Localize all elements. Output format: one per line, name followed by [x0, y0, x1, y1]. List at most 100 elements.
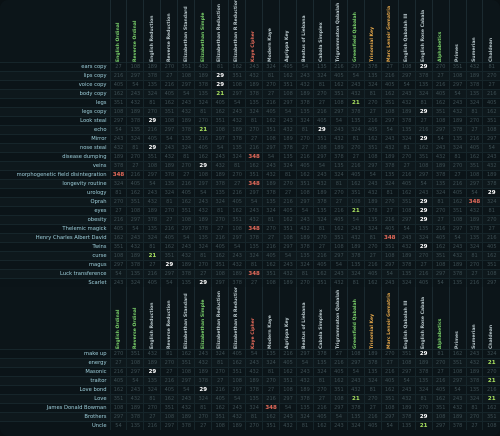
value-cell[interactable]: 54 — [262, 152, 280, 162]
value-cell[interactable]: 162 — [363, 134, 382, 144]
value-cell[interactable]: 324 — [380, 179, 399, 189]
value-cell[interactable]: 378 — [482, 179, 500, 189]
value-cell[interactable]: 162 — [262, 116, 280, 126]
value-cell[interactable]: 432 — [228, 116, 246, 126]
value-cell[interactable]: 432 — [296, 224, 314, 234]
value-cell[interactable]: 216 — [296, 152, 314, 162]
value-cell[interactable]: 432 — [448, 403, 467, 413]
value-cell[interactable]: 378 — [448, 125, 467, 135]
value-cell[interactable]: 351 — [211, 116, 229, 126]
cipher-header-mid-12[interactable]: Cabala Simplex — [312, 287, 331, 350]
row-phrase-label[interactable]: disease dumping — [0, 152, 111, 162]
value-cell[interactable]: 162 — [329, 80, 348, 90]
value-cell[interactable]: 27 — [262, 89, 280, 99]
value-cell[interactable]: 216 — [363, 260, 382, 270]
value-cell[interactable]: 297 — [431, 421, 450, 430]
value-cell[interactable]: 351 — [448, 358, 467, 368]
value-cell[interactable]: 21 — [346, 394, 365, 404]
value-cell[interactable]: 378 — [296, 98, 314, 108]
value-cell[interactable]: 29 — [194, 278, 212, 287]
cipher-header-top-14[interactable]: Greenfield Qabalah — [346, 0, 365, 63]
value-cell[interactable]: 108 — [126, 62, 144, 72]
value-cell[interactable]: 189 — [397, 251, 416, 261]
value-cell[interactable]: 324 — [296, 116, 314, 126]
value-cell[interactable]: 189 — [143, 62, 161, 72]
value-cell[interactable]: 351 — [211, 412, 229, 422]
value-cell[interactable]: 378 — [126, 116, 144, 126]
value-cell[interactable]: 216 — [279, 349, 297, 359]
value-cell[interactable]: 27 — [346, 152, 365, 162]
row-phrase-label[interactable]: Mirror — [0, 134, 111, 144]
table-row[interactable]: voice copy 405 54 135 216 297 378 29 108 189 270 35… — [0, 80, 500, 90]
cipher-header-mid-14[interactable]: Greenfield Qabalah — [346, 287, 365, 350]
value-cell[interactable]: 324 — [414, 233, 433, 243]
value-cell[interactable]: 162 — [448, 197, 467, 207]
cipher-header-top-7[interactable]: Elizabethan R Reduction — [228, 0, 246, 63]
value-cell[interactable]: 81 — [245, 116, 263, 126]
value-cell[interactable]: 162 — [177, 197, 195, 207]
cipher-header-mid-13[interactable]: Trigrammaton Qabalah — [329, 287, 348, 350]
value-cell[interactable]: 189 — [194, 71, 212, 81]
value-cell[interactable]: 432 — [296, 376, 314, 386]
value-cell[interactable]: 351 — [346, 188, 365, 198]
value-cell[interactable]: 189 — [194, 367, 212, 377]
value-cell[interactable]: 162 — [109, 233, 127, 243]
value-cell[interactable]: 216 — [329, 358, 348, 368]
table-row[interactable]: Mirror 243 324 405 54 135 216 297 378 27 108 189 270… — [0, 134, 500, 144]
value-cell[interactable]: 54 — [245, 197, 263, 207]
value-cell[interactable]: 27 — [482, 224, 500, 234]
value-cell[interactable]: 405 — [262, 251, 280, 261]
value-cell[interactable]: 432 — [346, 89, 365, 99]
value-cell[interactable]: 405 — [312, 412, 331, 422]
value-cell[interactable]: 135 — [329, 161, 348, 171]
value-cell[interactable]: 324 — [194, 242, 212, 252]
value-cell[interactable]: 405 — [363, 421, 382, 430]
value-cell[interactable]: 432 — [279, 421, 297, 430]
value-cell[interactable]: 297 — [109, 412, 127, 422]
value-cell[interactable]: 189 — [397, 403, 416, 413]
value-cell[interactable]: 432 — [363, 188, 382, 198]
value-cell[interactable]: 324 — [414, 385, 433, 395]
value-cell[interactable]: 270 — [346, 143, 365, 153]
value-cell[interactable]: 162 — [448, 349, 467, 359]
value-cell[interactable]: 297 — [279, 242, 297, 252]
table-row[interactable]: echo 54 135 216 297 378 21 108 189 270 351 432 81 29 2… — [0, 125, 500, 135]
value-cell[interactable]: 29 — [414, 107, 433, 117]
value-cell[interactable]: 243 — [279, 412, 297, 422]
value-cell[interactable]: 405 — [143, 278, 161, 287]
value-cell[interactable]: 351 — [228, 71, 246, 81]
value-cell[interactable]: 54 — [448, 385, 467, 395]
value-cell[interactable]: 405 — [380, 224, 399, 234]
value-cell[interactable]: 351 — [397, 197, 416, 207]
value-cell[interactable]: 27 — [363, 107, 382, 117]
value-cell[interactable]: 189 — [177, 116, 195, 126]
value-cell[interactable]: 243 — [431, 143, 450, 153]
value-cell[interactable]: 108 — [177, 215, 195, 225]
value-cell[interactable]: 405 — [431, 385, 450, 395]
value-cell[interactable]: 81 — [397, 143, 416, 153]
value-cell[interactable]: 270 — [160, 206, 178, 216]
value-cell[interactable]: 81 — [482, 62, 500, 72]
value-cell[interactable]: 405 — [160, 89, 178, 99]
value-cell[interactable]: 27 — [160, 215, 178, 225]
value-cell[interactable]: 81 — [211, 62, 229, 72]
value-cell[interactable]: 189 — [465, 215, 483, 225]
row-phrase-label[interactable]: obesity — [0, 215, 111, 225]
value-cell[interactable]: 378 — [363, 358, 382, 368]
value-cell[interactable]: 297 — [177, 80, 195, 90]
value-cell[interactable]: 297 — [380, 116, 399, 126]
value-cell[interactable]: 81 — [414, 98, 433, 108]
value-cell[interactable]: 54 — [296, 62, 314, 72]
value-cell[interactable]: 27 — [228, 179, 246, 189]
table-row[interactable]: morphogenetic field disintegration 348 216… — [0, 170, 500, 180]
value-cell[interactable]: 216 — [482, 89, 500, 99]
value-cell[interactable]: 108 — [228, 224, 246, 234]
value-cell[interactable]: 351 — [160, 107, 178, 117]
value-cell[interactable]: 324 — [109, 179, 127, 189]
value-cell[interactable]: 432 — [194, 62, 212, 72]
value-cell[interactable]: 135 — [126, 269, 144, 279]
value-cell[interactable]: 297 — [482, 278, 500, 287]
value-cell[interactable]: 29 — [414, 412, 433, 422]
value-cell[interactable]: 405 — [431, 233, 450, 243]
value-cell[interactable]: 81 — [160, 349, 178, 359]
